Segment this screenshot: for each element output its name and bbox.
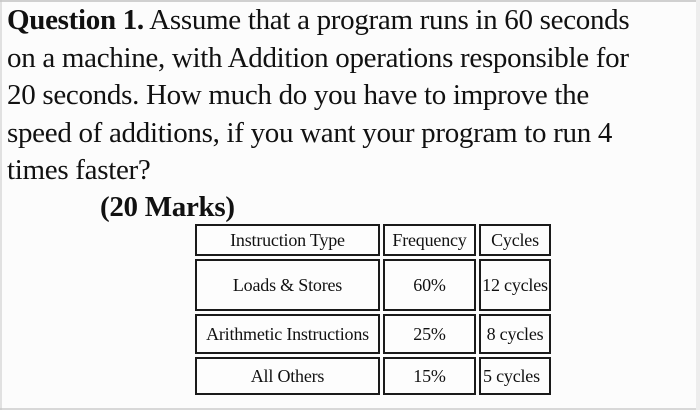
table-cell: 60% — [383, 259, 476, 311]
question-line: Question 1. Assume that a program runs i… — [7, 2, 697, 40]
question-line: speed of additions, if you want your pro… — [7, 116, 613, 149]
table-row: All Others 15% 5 cycles — [195, 357, 551, 395]
column-header-cycles: Cycles — [479, 224, 551, 256]
table-cell: Arithmetic Instructions — [195, 314, 380, 354]
page-edge-right — [696, 0, 700, 410]
question-line: on a machine, with Addition operations r… — [7, 41, 629, 74]
question-paragraph: Question 1. Assume that a program runs i… — [7, 2, 697, 225]
table-cell: Loads & Stores — [195, 259, 380, 311]
page-edge-bottom — [0, 408, 700, 410]
question-line: 20 seconds. How much do you have to impr… — [7, 79, 589, 111]
table-cell: 15% — [383, 357, 476, 395]
table-cell: 5 cycles — [479, 357, 551, 395]
table-row: Arithmetic Instructions 25% 8 cycles — [195, 314, 551, 354]
table-cell: All Others — [195, 357, 380, 395]
table-cell: 12 cycles — [479, 259, 551, 311]
page-edge-left — [0, 0, 2, 410]
marks-label: (20 Marks) — [100, 190, 235, 223]
instruction-table: Instruction Type Frequency Cycles Loads … — [192, 221, 554, 398]
table-row: Loads & Stores 60% 12 cycles — [195, 259, 551, 311]
question-line: times faster? — [7, 154, 151, 186]
table-cell: 25% — [383, 314, 476, 354]
table-cell: 8 cycles — [479, 314, 551, 354]
column-header-frequency: Frequency — [383, 224, 476, 256]
page-edge-top — [0, 0, 700, 2]
table-header-row: Instruction Type Frequency Cycles — [195, 224, 551, 256]
column-header-instruction-type: Instruction Type — [195, 224, 380, 256]
question-line-text: Assume that a program runs in 60 seconds — [143, 4, 630, 36]
question-number-label: Question 1. — [7, 4, 144, 36]
